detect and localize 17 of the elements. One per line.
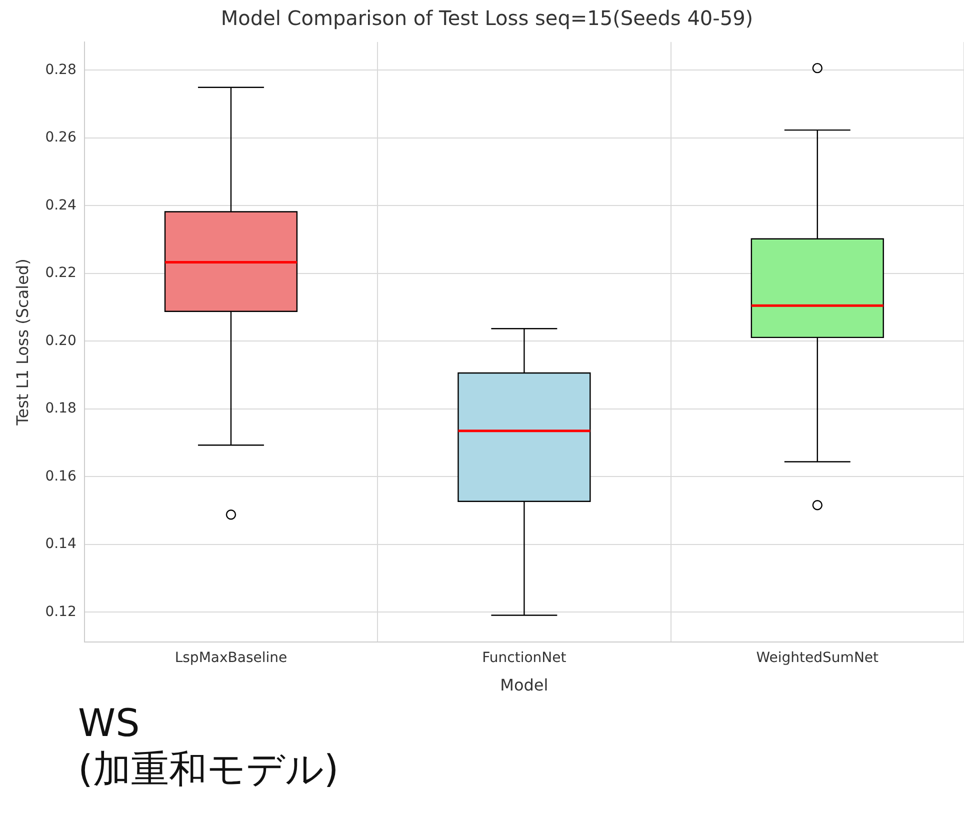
y-axis-title: Test L1 Loss (Scaled): [12, 258, 32, 426]
x-tick-label: WeightedSumNet: [756, 650, 880, 666]
y-tick-label: 0.18: [45, 400, 76, 417]
y-tick-label: 0.14: [45, 536, 76, 552]
chart-title: Model Comparison of Test Loss seq=15(Seeds 40-59): [220, 6, 754, 30]
y-tick-label: 0.28: [45, 62, 76, 78]
y-tick-label: 0.16: [45, 468, 76, 484]
y-tick-label: 0.12: [45, 604, 76, 620]
text: (加重和モデル): [78, 746, 339, 792]
y-tick-label: 0.24: [45, 197, 76, 214]
y-tick-label: 0.22: [45, 265, 76, 282]
y-tick-label: 0.20: [45, 332, 76, 349]
text: WS: [78, 700, 141, 746]
y-tick-label: 0.26: [45, 130, 76, 146]
x-axis-title: Model: [500, 676, 548, 695]
x-tick-label: LspMaxBaseline: [174, 650, 288, 666]
x-tick-label: FunctionNet: [482, 650, 567, 666]
